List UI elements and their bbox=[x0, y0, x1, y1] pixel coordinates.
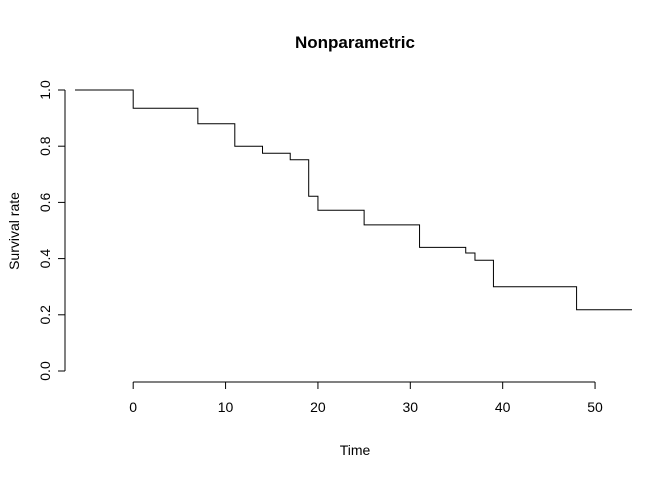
y-tick-label: 0.8 bbox=[37, 136, 53, 156]
y-tick-label: 0.6 bbox=[37, 192, 53, 212]
y-tick-label: 0.0 bbox=[37, 361, 53, 381]
x-tick-label: 40 bbox=[495, 399, 511, 415]
y-tick-label: 0.4 bbox=[37, 249, 53, 269]
x-tick-label: 30 bbox=[403, 399, 419, 415]
x-tick-label: 50 bbox=[587, 399, 603, 415]
chart-title: Nonparametric bbox=[295, 33, 415, 52]
x-axis: 0 10 20 30 40 50 bbox=[129, 381, 603, 415]
y-tick-label: 1.0 bbox=[37, 80, 53, 100]
y-axis-label: Survival rate bbox=[6, 192, 22, 270]
x-tick-label: 10 bbox=[218, 399, 234, 415]
y-axis: 0.0 0.2 0.4 0.6 0.8 1.0 bbox=[37, 80, 66, 381]
y-tick-label: 0.2 bbox=[37, 305, 53, 325]
survival-step-line bbox=[75, 89, 632, 311]
x-tick-label: 0 bbox=[129, 399, 137, 415]
x-tick-label: 20 bbox=[310, 399, 326, 415]
x-axis-label: Time bbox=[340, 442, 371, 458]
series-group bbox=[75, 89, 632, 311]
